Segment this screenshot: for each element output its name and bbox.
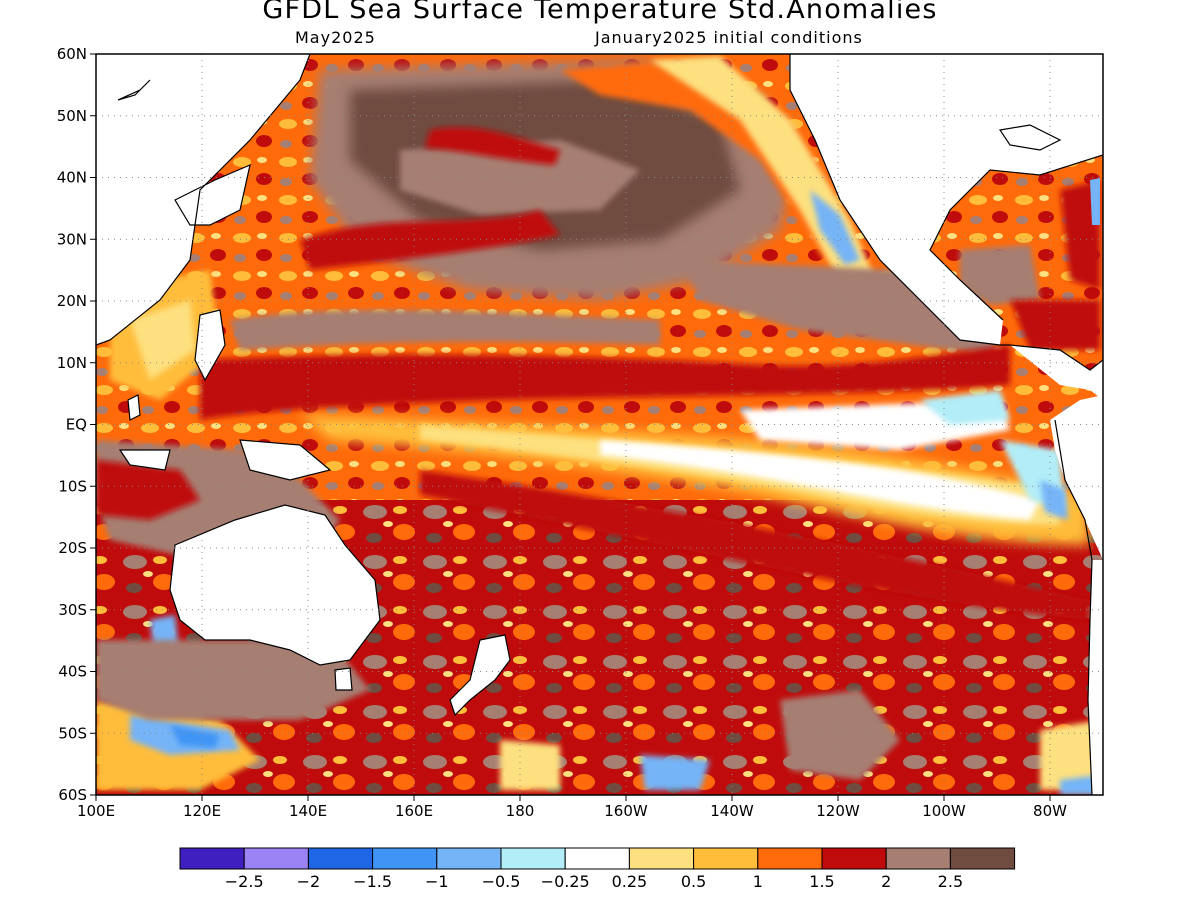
lat-label: 60S	[58, 786, 87, 804]
lon-label: 140W	[710, 802, 754, 820]
lat-label: 40S	[58, 663, 87, 681]
colorbar-label: −2.5	[225, 872, 264, 891]
colorbar-label: 0.5	[681, 872, 706, 891]
lat-label: EQ	[66, 416, 87, 434]
lat-label: 40N	[57, 169, 87, 187]
lat-label: 50S	[58, 724, 87, 742]
colorbar-swatch	[821, 847, 887, 870]
colorbar-label: 1.5	[809, 872, 834, 891]
colorbar-swatch	[307, 847, 374, 870]
colorbar-label: 0.25	[612, 872, 648, 891]
lon-label: 120W	[816, 802, 860, 820]
lon-label: 120E	[183, 802, 221, 820]
lat-label: 10S	[58, 477, 87, 495]
anomaly-field	[96, 54, 1103, 795]
colorbar-swatch	[628, 847, 695, 870]
colorbar-swatch	[757, 847, 823, 870]
lat-label: 20N	[57, 292, 87, 310]
lat-label: 60N	[57, 45, 87, 63]
colorbar-swatch	[179, 847, 245, 870]
valid-month: May2025	[295, 28, 376, 47]
lon-label: 100E	[77, 802, 115, 820]
colorbar-swatch	[949, 847, 1016, 870]
lat-label: 50N	[57, 107, 87, 125]
colorbar-swatch	[436, 847, 502, 870]
colorbar-label: 1	[753, 872, 763, 891]
longitude-labels: 100E 120E 140E 160E 180 160W 140W 120W 100W 80W	[77, 795, 1067, 820]
colorbar-swatch	[564, 847, 630, 870]
init-conditions: January2025 initial conditions	[595, 28, 863, 47]
colorbar-labels: −2.5 −2 −1.5 −1 −0.5 −0.25 0.25 0.5 1 1.5 2 2.5	[225, 872, 963, 891]
colorbar	[179, 847, 1016, 870]
colorbar-label: −1	[425, 872, 449, 891]
colorbar-label: 2	[881, 872, 891, 891]
colorbar-swatch	[243, 847, 309, 870]
lon-label: 180	[506, 802, 535, 820]
lon-label: 160W	[604, 802, 648, 820]
lat-label: 30S	[58, 601, 87, 619]
chart-title: GFDL Sea Surface Temperature Std.Anomali…	[262, 0, 938, 25]
lon-label: 160E	[395, 802, 433, 820]
lon-label: 100W	[922, 802, 966, 820]
colorbar-swatch	[372, 847, 438, 870]
lat-label: 10N	[57, 354, 87, 372]
lon-label: 140E	[289, 802, 327, 820]
colorbar-label: −0.25	[541, 872, 590, 891]
colorbar-label: −0.5	[482, 872, 521, 891]
colorbar-label: 2.5	[938, 872, 963, 891]
lat-label: 30N	[57, 230, 87, 248]
coastlines	[96, 54, 1103, 795]
lat-label: 20S	[58, 539, 87, 557]
colorbar-swatch	[885, 847, 951, 870]
colorbar-label: −2	[297, 872, 321, 891]
colorbar-swatch	[500, 847, 566, 870]
colorbar-swatch	[693, 847, 759, 870]
lon-label: 80W	[1033, 802, 1067, 820]
latitude-labels: 60N 50N 40N 30N 20N 10N EQ 10S 20S 30S 40S 50S 60S	[57, 45, 96, 804]
colorbar-label: −1.5	[353, 872, 392, 891]
